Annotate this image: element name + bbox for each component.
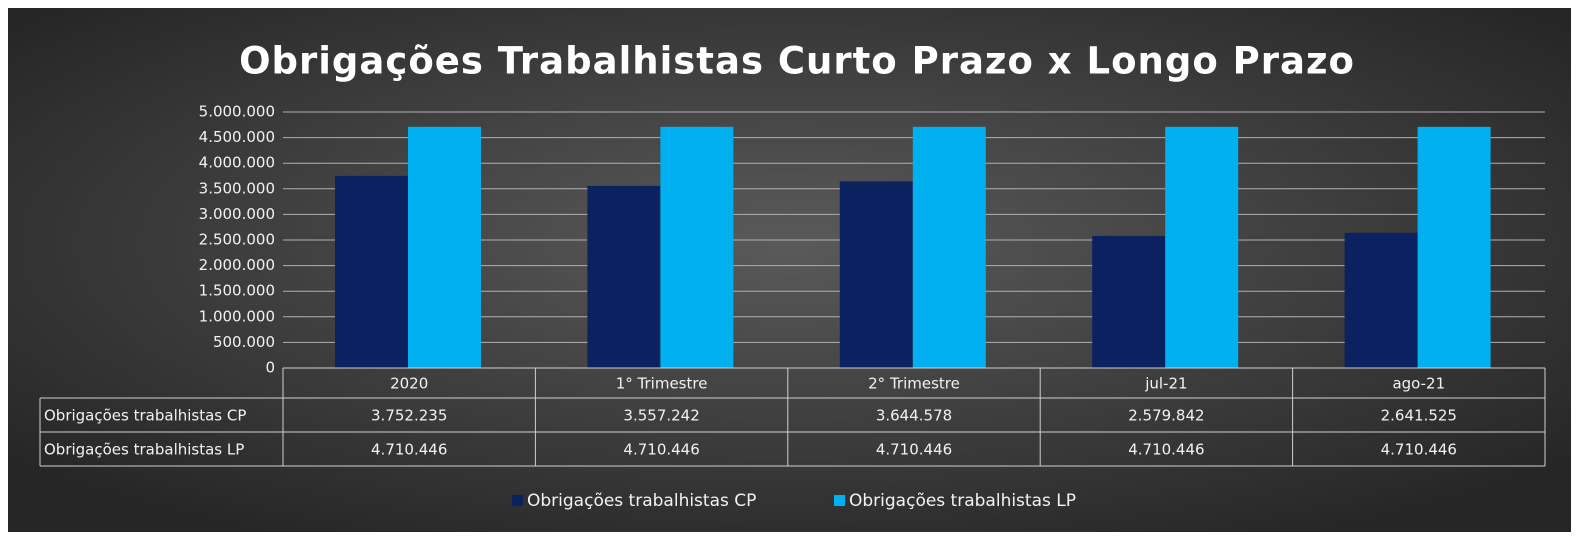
x-tick-label: ago-21 [1392,375,1445,393]
y-tick-label: 2.000.000 [199,256,275,274]
table-value: 4.710.446 [371,441,447,459]
bar [587,185,661,368]
table-row-label: Obrigações trabalhistas LP [44,441,244,459]
bar [335,175,408,368]
bar [1092,235,1166,368]
bar [1417,126,1491,368]
legend-label: Obrigações trabalhistas CP [527,491,756,511]
x-tick-label: 1° Trimestre [616,375,708,393]
y-tick-label: 3.000.000 [199,205,275,223]
x-tick-label: 2020 [390,375,428,393]
bar [660,126,734,368]
chart-title: Obrigações Trabalhistas Curto Prazo x Lo… [239,40,1355,83]
y-tick-label: 1.000.000 [199,307,275,325]
y-tick-label: 5.000.000 [199,103,275,121]
bar [912,126,986,368]
bar [1165,126,1239,368]
x-tick-label: 2° Trimestre [868,375,960,393]
table-value: 4.710.446 [623,441,699,459]
legend-swatch [512,495,523,506]
y-tick-label: 0 [265,359,275,377]
bar [839,181,913,368]
table-value: 4.710.446 [1381,441,1457,459]
bar [1344,232,1418,368]
table-value: 3.644.578 [876,407,952,425]
y-tick-label: 1.500.000 [199,282,275,300]
legend-swatch [834,495,845,506]
y-tick-label: 4.500.000 [199,128,275,146]
table-value: 3.752.235 [371,407,447,425]
table-value: 2.579.842 [1128,407,1204,425]
y-tick-label: 500.000 [213,333,275,351]
legend-label: Obrigações trabalhistas LP [849,491,1076,511]
table-value: 2.641.525 [1381,407,1457,425]
y-tick-label: 2.500.000 [199,231,275,249]
table-value: 4.710.446 [876,441,952,459]
table-row-label: Obrigações trabalhistas CP [44,407,246,425]
y-tick-label: 3.500.000 [199,179,275,197]
x-tick-label: jul-21 [1144,375,1187,393]
bar [408,126,481,368]
table-value: 4.710.446 [1128,441,1204,459]
y-tick-label: 4.000.000 [199,154,275,172]
table-value: 3.557.242 [623,407,699,425]
chart-background [8,8,1571,532]
